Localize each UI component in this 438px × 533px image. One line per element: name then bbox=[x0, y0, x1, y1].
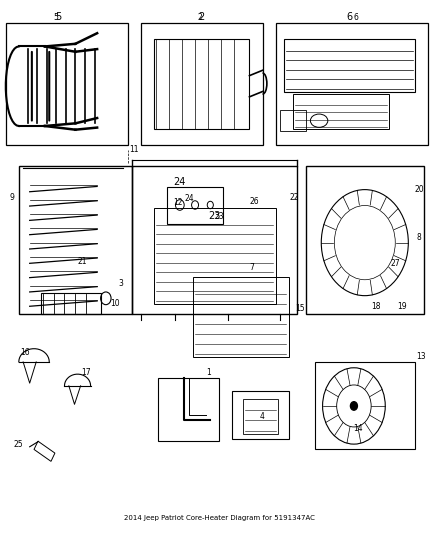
Text: 5: 5 bbox=[53, 13, 58, 22]
Text: 23: 23 bbox=[214, 212, 224, 221]
Text: 6: 6 bbox=[353, 13, 359, 22]
Text: 23: 23 bbox=[208, 211, 221, 221]
Text: 16: 16 bbox=[21, 348, 30, 357]
Text: 2: 2 bbox=[197, 13, 202, 22]
Bar bbox=[284, 38, 415, 92]
Bar bbox=[167, 187, 223, 224]
Text: 10: 10 bbox=[111, 299, 120, 308]
Text: 26: 26 bbox=[250, 197, 259, 206]
Text: 5: 5 bbox=[55, 12, 61, 22]
Text: 17: 17 bbox=[81, 368, 91, 377]
Text: 18: 18 bbox=[371, 302, 381, 311]
Bar bbox=[154, 208, 276, 304]
Bar bbox=[293, 94, 389, 128]
Bar bbox=[243, 399, 278, 433]
Bar bbox=[193, 277, 289, 357]
Bar bbox=[232, 391, 289, 439]
Text: 12: 12 bbox=[173, 198, 182, 207]
Text: 2014 Jeep Patriot Core-Heater Diagram for 5191347AC: 2014 Jeep Patriot Core-Heater Diagram fo… bbox=[124, 515, 314, 521]
Text: 3: 3 bbox=[119, 279, 124, 288]
Bar bbox=[276, 22, 428, 144]
Bar bbox=[34, 441, 55, 462]
Text: 6: 6 bbox=[346, 12, 353, 22]
Text: 13: 13 bbox=[417, 352, 426, 361]
Bar bbox=[315, 362, 415, 449]
Text: 19: 19 bbox=[397, 302, 406, 311]
Text: 24: 24 bbox=[173, 176, 186, 187]
Text: 25: 25 bbox=[14, 440, 24, 449]
Text: 4: 4 bbox=[259, 411, 264, 421]
Circle shape bbox=[350, 402, 357, 410]
Text: 1: 1 bbox=[206, 368, 211, 377]
Text: 27: 27 bbox=[390, 260, 400, 268]
Bar bbox=[141, 22, 262, 144]
Text: 20: 20 bbox=[414, 185, 424, 194]
Text: 14: 14 bbox=[353, 424, 363, 433]
Bar bbox=[280, 110, 306, 131]
Bar bbox=[154, 38, 250, 128]
Text: 22: 22 bbox=[289, 193, 299, 202]
Text: 24: 24 bbox=[184, 194, 194, 203]
Bar bbox=[158, 378, 219, 441]
Text: 21: 21 bbox=[77, 257, 87, 265]
Text: 8: 8 bbox=[417, 233, 422, 242]
Text: 15: 15 bbox=[295, 304, 304, 313]
Text: 11: 11 bbox=[129, 146, 139, 155]
Text: 2: 2 bbox=[198, 12, 205, 22]
Bar bbox=[41, 293, 102, 314]
Text: 7: 7 bbox=[249, 263, 254, 272]
Text: 9: 9 bbox=[10, 193, 15, 202]
Bar bbox=[6, 22, 127, 144]
